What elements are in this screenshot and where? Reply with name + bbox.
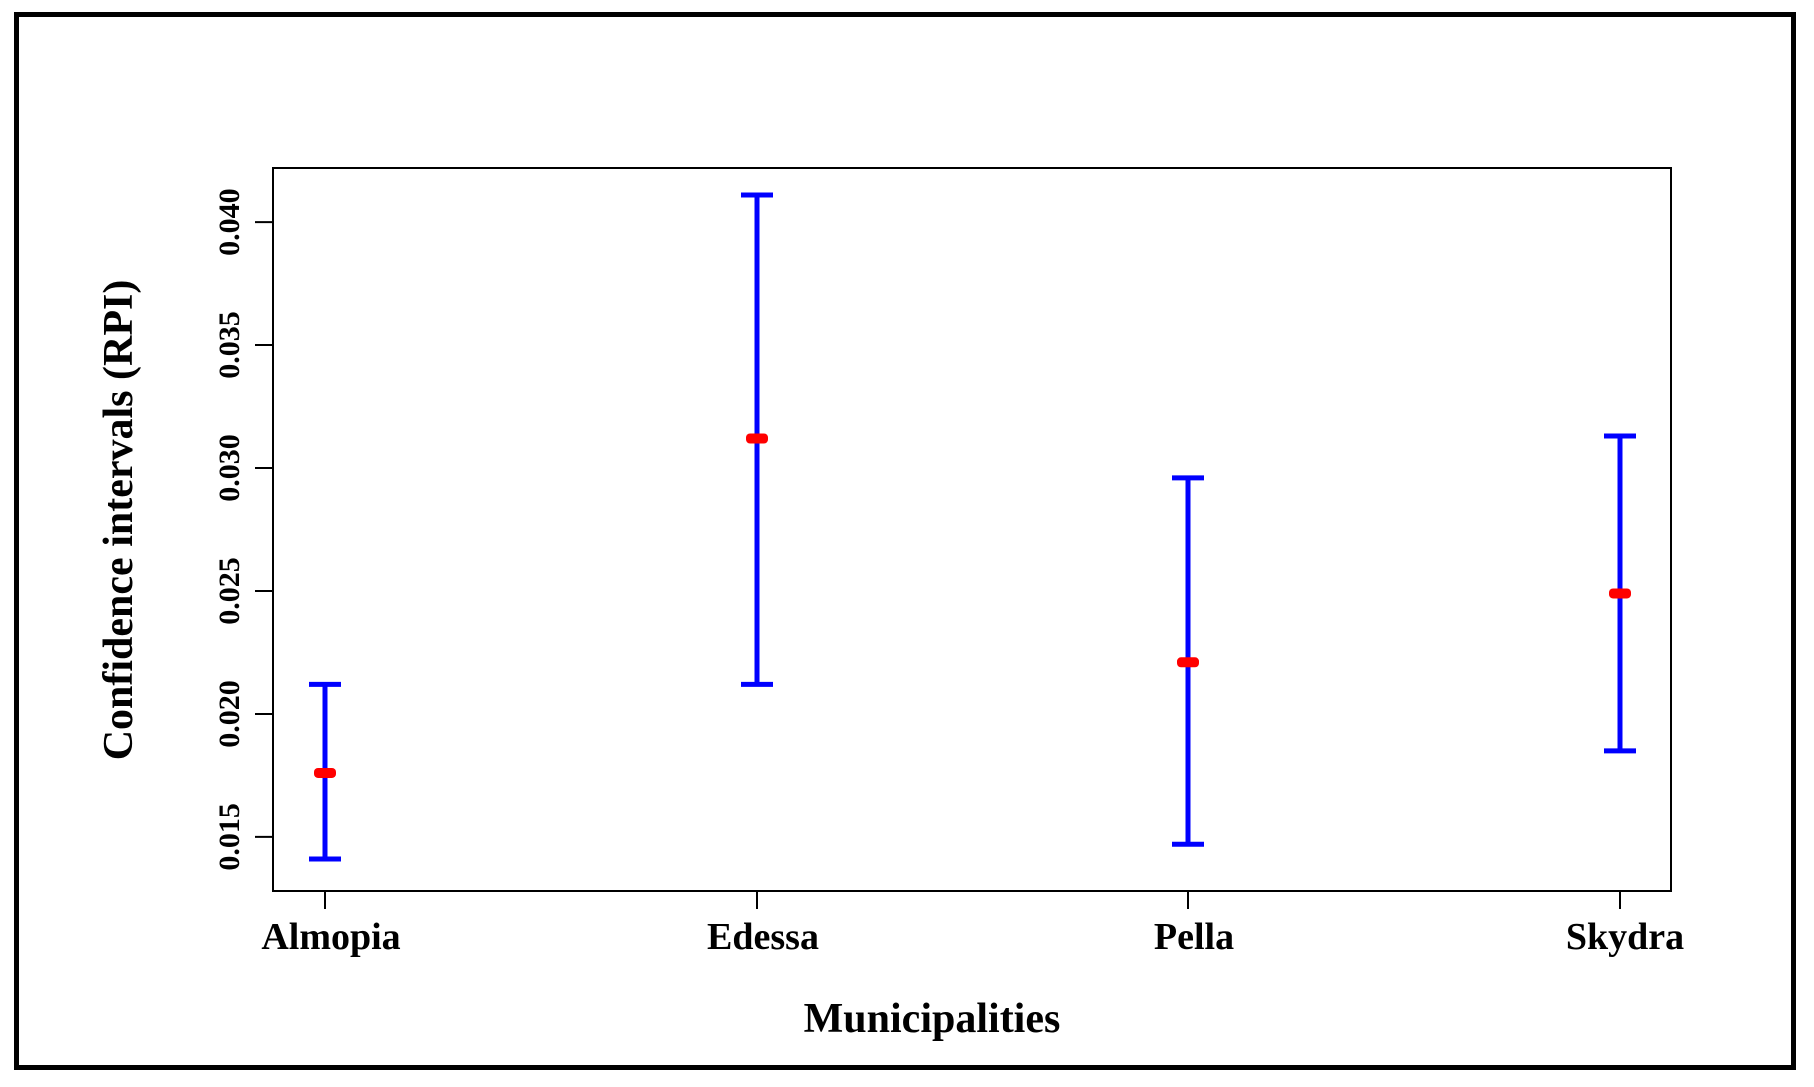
x-tick-label: Pella: [1154, 916, 1234, 958]
x-tick-label: Skydra: [1566, 916, 1684, 958]
y-axis: 0.015 0.020 0.025 0.030 0.035 0.040: [213, 188, 273, 871]
y-axis-title: Confidence intervals (RPI): [96, 280, 142, 761]
mean-point: [1609, 588, 1631, 599]
x-axis-title: Municipalities: [804, 996, 1061, 1042]
x-axis: Almopia Edessa Pella Skydra: [261, 891, 1684, 958]
mean-point: [746, 433, 768, 444]
figure-frame: [14, 12, 1796, 1070]
y-tick-label: 0.015: [213, 803, 246, 871]
mean-point: [1177, 657, 1199, 668]
error-bar-pella: [1172, 475, 1204, 847]
y-tick-label: 0.025: [213, 557, 246, 625]
y-tick-label: 0.020: [213, 680, 246, 748]
y-tick-label: 0.035: [213, 311, 246, 379]
error-bars: [309, 192, 1636, 862]
mean-point: [314, 767, 336, 778]
y-tick-label: 0.030: [213, 434, 246, 502]
error-bar-almopia: [309, 681, 341, 862]
y-tick-label: 0.040: [213, 188, 246, 256]
plot-area: [272, 167, 1672, 892]
error-bar-skydra: [1604, 433, 1636, 754]
x-tick-label: Edessa: [707, 916, 819, 958]
x-tick-label: Almopia: [261, 916, 400, 958]
error-bar-edessa: [741, 192, 773, 687]
